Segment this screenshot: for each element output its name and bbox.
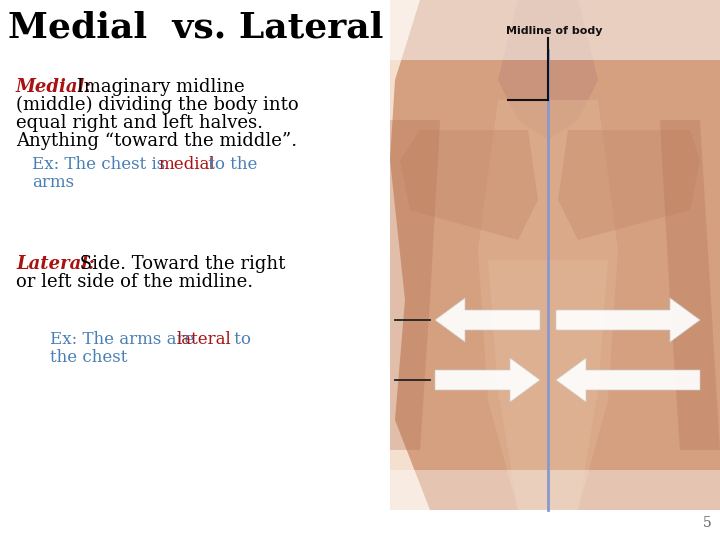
Text: Lateral:: Lateral:: [16, 255, 95, 273]
Text: Medial  vs. Lateral: Medial vs. Lateral: [8, 10, 383, 44]
Text: or left side of the midline.: or left side of the midline.: [16, 273, 253, 291]
Bar: [390, 470, 720, 540]
Text: equal right and left halves.: equal right and left halves.: [16, 114, 263, 132]
Text: Medial:: Medial:: [16, 78, 92, 96]
Polygon shape: [390, 120, 440, 450]
Text: Anything “toward the middle”.: Anything “toward the middle”.: [16, 132, 297, 150]
Polygon shape: [435, 298, 540, 342]
Polygon shape: [556, 358, 700, 402]
Text: (middle) dividing the body into: (middle) dividing the body into: [16, 96, 299, 114]
Text: Midline of body: Midline of body: [506, 26, 603, 36]
Polygon shape: [390, 0, 720, 510]
Text: Ex: The arms are: Ex: The arms are: [50, 331, 199, 348]
Polygon shape: [400, 130, 538, 240]
Text: to: to: [228, 331, 251, 348]
Polygon shape: [488, 260, 608, 510]
Polygon shape: [478, 100, 618, 510]
Polygon shape: [558, 130, 700, 240]
Text: the chest: the chest: [50, 349, 127, 366]
Text: lateral: lateral: [176, 331, 231, 348]
Polygon shape: [498, 0, 598, 140]
Bar: [390, 0, 720, 60]
Text: Imaginary midline: Imaginary midline: [71, 78, 245, 96]
Polygon shape: [435, 358, 540, 402]
Text: medial: medial: [158, 156, 215, 173]
Text: 5: 5: [703, 516, 712, 530]
Polygon shape: [660, 120, 720, 450]
Bar: [390, 0, 720, 510]
Text: to the: to the: [203, 156, 258, 173]
Polygon shape: [556, 298, 700, 342]
Text: arms: arms: [32, 174, 74, 191]
Text: Ex: The chest is: Ex: The chest is: [32, 156, 171, 173]
Text: Side. Toward the right: Side. Toward the right: [74, 255, 285, 273]
